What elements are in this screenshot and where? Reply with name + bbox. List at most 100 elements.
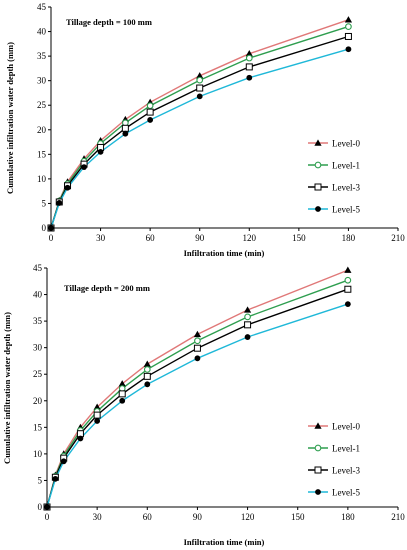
y-tick-label: 45 <box>33 263 43 273</box>
marker-open-circle <box>196 76 204 84</box>
marker-triangle <box>196 72 204 79</box>
marker-triangle <box>344 16 353 23</box>
y-tick-label: 15 <box>37 149 47 159</box>
marker-filled-circle <box>315 206 321 212</box>
marker-triangle <box>193 330 202 338</box>
marker-open-square <box>118 390 126 398</box>
x-tick-label: 30 <box>93 512 103 522</box>
marker-open-square <box>344 285 352 293</box>
chart-annotation: Tillage depth = 200 mm <box>64 283 150 293</box>
legend-label: Level-3 <box>332 183 360 193</box>
marker-filled-circle <box>52 475 59 482</box>
marker-open-circle <box>345 23 352 30</box>
y-axis-title: Cumulative infiltration water depth (mm) <box>2 312 12 464</box>
y-tick-label: 15 <box>33 422 43 432</box>
marker-triangle <box>93 403 101 410</box>
x-tick-label: 30 <box>96 233 106 243</box>
x-tick-label: 90 <box>193 512 203 522</box>
marker-filled-circle <box>77 435 84 442</box>
marker-open-square <box>344 32 352 40</box>
legend-label: Level-0 <box>332 422 360 432</box>
marker-filled-circle <box>344 301 351 308</box>
series-line-level-5 <box>46 303 349 508</box>
marker-triangle <box>314 422 322 429</box>
marker-triangle <box>118 380 126 387</box>
y-tick-label: 25 <box>37 100 47 110</box>
x-axis-title: Infiltration time (min) <box>184 537 265 547</box>
y-tick-label: 35 <box>37 51 47 61</box>
marker-open-circle <box>245 54 253 62</box>
marker-filled-circle <box>97 148 104 155</box>
series-line-level-1 <box>46 279 349 508</box>
marker-filled-circle <box>48 225 54 231</box>
marker-triangle <box>243 306 252 313</box>
marker-open-circle <box>314 161 322 169</box>
y-tick-label: 0 <box>38 502 43 512</box>
marker-filled-circle <box>122 130 129 137</box>
marker-filled-circle <box>144 381 151 388</box>
marker-filled-circle <box>119 397 126 404</box>
marker-open-circle <box>194 337 201 345</box>
x-tick-label: 90 <box>195 233 205 243</box>
series-line-level-1 <box>50 25 349 229</box>
marker-filled-circle <box>94 418 101 424</box>
y-tick-label: 45 <box>37 2 47 12</box>
marker-open-square <box>314 183 322 191</box>
marker-open-square <box>314 466 322 474</box>
y-tick-label: 35 <box>33 316 43 326</box>
y-tick-label: 40 <box>33 290 43 300</box>
marker-filled-circle <box>56 200 63 206</box>
marker-open-square <box>121 124 129 132</box>
marker-filled-circle <box>345 46 352 53</box>
legend-label: Level-1 <box>332 161 360 171</box>
y-tick-label: 20 <box>37 125 47 135</box>
x-tick-label: 150 <box>291 512 305 522</box>
marker-filled-circle <box>194 355 201 362</box>
marker-filled-circle <box>246 74 253 81</box>
y-tick-label: 0 <box>42 223 47 233</box>
marker-triangle <box>245 50 253 57</box>
x-tick-label: 210 <box>391 233 405 243</box>
marker-open-circle <box>314 444 322 452</box>
x-tick-label: 60 <box>143 512 153 522</box>
y-tick-label: 10 <box>37 174 47 184</box>
x-axis-title: Infiltration time (min) <box>184 248 265 258</box>
marker-open-square <box>196 84 204 92</box>
marker-filled-circle <box>81 164 87 171</box>
legend-label: Level-0 <box>332 139 360 149</box>
legend-label: Level-1 <box>332 444 360 454</box>
y-tick-label: 30 <box>37 76 47 86</box>
chart-annotation: Tillage depth = 100 mm <box>66 17 152 27</box>
y-tick-label: 20 <box>33 396 43 406</box>
marker-triangle <box>344 266 352 273</box>
marker-filled-circle <box>44 504 50 510</box>
marker-filled-circle <box>244 334 251 340</box>
marker-open-square <box>146 108 154 116</box>
y-tick-label: 10 <box>33 449 43 459</box>
series-line-level-5 <box>50 48 349 229</box>
y-axis-title: Cumulative infiltration water depth (mm) <box>5 42 15 194</box>
y-tick-label: 25 <box>33 369 43 379</box>
x-tick-label: 120 <box>243 233 257 243</box>
y-tick-label: 40 <box>37 27 47 37</box>
marker-open-square <box>245 63 253 71</box>
marker-filled-circle <box>60 458 67 465</box>
series-line-level-3 <box>50 35 349 229</box>
legend-label: Level-5 <box>332 205 360 215</box>
marker-open-circle <box>244 313 251 321</box>
marker-open-circle <box>143 366 151 373</box>
marker-filled-circle <box>315 489 321 495</box>
x-tick-label: 120 <box>241 512 255 522</box>
x-tick-label: 180 <box>342 233 356 243</box>
series-line-level-0 <box>50 19 349 229</box>
marker-open-square <box>143 372 151 380</box>
x-tick-label: 180 <box>341 512 355 522</box>
marker-filled-circle <box>196 93 203 100</box>
marker-open-square <box>193 344 201 352</box>
series-line-level-3 <box>46 288 349 508</box>
x-tick-label: 210 <box>391 512 405 522</box>
marker-open-circle <box>146 102 154 110</box>
marker-open-circle <box>344 276 352 284</box>
x-tick-label: 0 <box>45 512 50 522</box>
